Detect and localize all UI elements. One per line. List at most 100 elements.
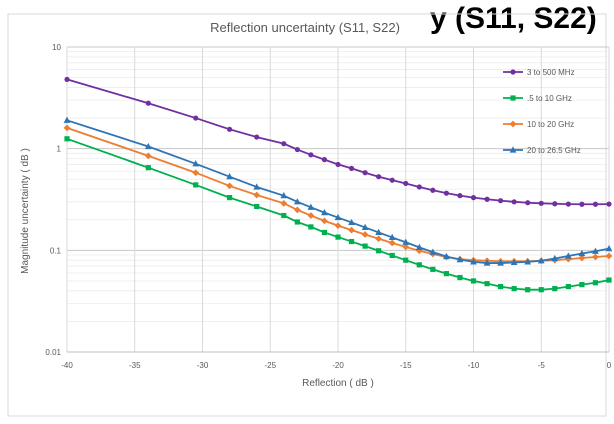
data-point	[551, 254, 559, 262]
legend-item-2: .5 to 10 GHz	[503, 94, 572, 103]
data-point	[293, 206, 301, 214]
data-point	[361, 231, 369, 238]
data-point	[375, 228, 383, 236]
series-2	[64, 136, 612, 293]
data-point	[498, 283, 504, 290]
data-point	[538, 200, 544, 206]
data-point	[498, 198, 504, 204]
data-point	[145, 100, 151, 106]
data-point	[227, 195, 233, 201]
data-point	[362, 170, 368, 176]
x-tick-label: 0	[607, 361, 612, 370]
data-point	[362, 243, 368, 249]
data-point	[565, 283, 571, 290]
legend-label: .5 to 10 GHz	[527, 94, 572, 103]
data-point	[592, 247, 599, 254]
data-point	[524, 258, 532, 265]
data-point	[605, 252, 613, 260]
data-point	[403, 257, 409, 263]
data-point	[64, 76, 70, 83]
data-point	[430, 266, 436, 272]
data-point	[308, 152, 314, 158]
data-point	[280, 199, 288, 207]
data-point	[402, 243, 410, 251]
data-point	[63, 116, 71, 123]
data-point	[430, 187, 436, 193]
data-point	[388, 233, 396, 241]
data-point	[592, 253, 599, 261]
data-point	[457, 274, 463, 281]
data-point	[389, 252, 395, 259]
data-point	[294, 146, 300, 153]
data-point	[484, 196, 490, 202]
data-point	[416, 262, 422, 268]
data-point	[308, 224, 314, 230]
data-point	[376, 248, 382, 254]
data-point	[525, 287, 531, 293]
data-point	[552, 286, 558, 292]
data-point	[144, 142, 152, 150]
data-point	[579, 201, 585, 207]
x-tick-label: -15	[400, 361, 412, 370]
data-point	[348, 226, 355, 234]
y-tick-label: 0.01	[45, 348, 61, 357]
series-4	[63, 116, 613, 266]
series-group	[63, 76, 613, 293]
data-point	[389, 177, 395, 183]
legend-marker	[509, 146, 517, 153]
x-tick-label: -40	[61, 361, 73, 370]
data-point	[552, 201, 558, 207]
data-point	[280, 192, 288, 199]
data-point	[63, 124, 71, 132]
data-point	[144, 152, 152, 160]
data-point	[470, 195, 477, 201]
legend-item-3: 10 to 20 GHz	[503, 120, 574, 129]
data-point	[564, 252, 572, 259]
data-point	[294, 219, 300, 225]
data-point	[429, 248, 437, 255]
data-point	[192, 160, 200, 167]
data-point	[335, 161, 341, 168]
data-point	[592, 201, 599, 207]
data-point	[193, 182, 199, 188]
legend-marker	[510, 69, 516, 75]
data-point	[348, 218, 355, 226]
data-point	[537, 257, 545, 264]
legend-item-4: 20 to 26.5 GHz	[503, 146, 581, 155]
data-point	[578, 249, 586, 257]
grid	[66, 46, 610, 353]
data-point	[335, 234, 341, 240]
x-tick-label: -10	[468, 361, 480, 370]
legend-marker	[510, 95, 516, 101]
data-point	[605, 244, 613, 252]
x-tick-label: -35	[129, 361, 141, 370]
data-point	[456, 255, 464, 263]
data-point	[416, 184, 422, 190]
data-point	[334, 213, 342, 221]
data-point	[606, 277, 612, 283]
data-point	[376, 174, 382, 180]
legend-label: 20 to 26.5 GHz	[527, 146, 581, 155]
y-axis-label: Magnitude uncertainty ( dB )	[20, 148, 31, 274]
y-tick-label: 10	[52, 43, 61, 52]
y-tick-label: 1	[57, 145, 62, 154]
data-point	[402, 238, 410, 245]
data-point	[307, 212, 315, 219]
data-point	[321, 208, 328, 216]
legend-label: 3 to 500 MHz	[527, 68, 575, 77]
data-point	[253, 191, 261, 199]
data-point	[348, 238, 355, 245]
data-point	[457, 193, 463, 199]
data-point	[415, 243, 423, 250]
y-tick-label: 0.1	[50, 246, 62, 255]
data-point	[564, 255, 572, 263]
data-point	[321, 157, 328, 163]
data-point	[193, 115, 199, 121]
data-point	[592, 280, 599, 286]
series-1	[64, 76, 612, 207]
data-point	[226, 182, 233, 190]
data-point	[606, 201, 612, 207]
data-point	[483, 259, 491, 266]
series-line	[66, 119, 610, 264]
data-point	[64, 136, 70, 142]
